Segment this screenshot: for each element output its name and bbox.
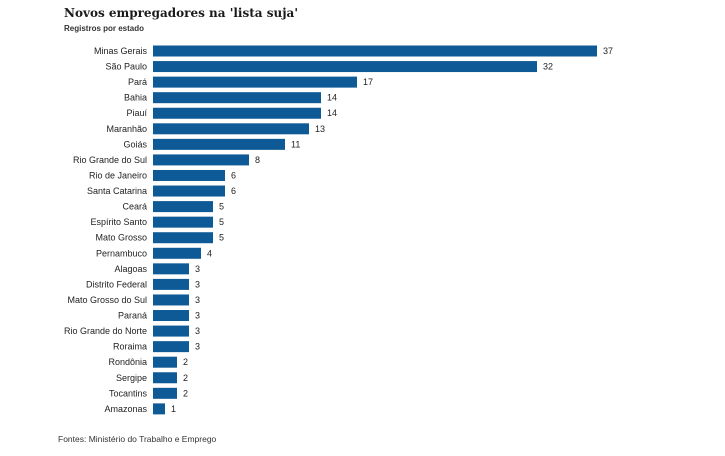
bar: [153, 278, 189, 290]
value-label: 8: [255, 155, 260, 165]
value-label: 6: [231, 186, 236, 196]
category-label: Rio Grande do Sul: [73, 155, 147, 165]
category-label: Piauí: [126, 108, 147, 118]
chart-subtitle: Registros por estado: [64, 24, 145, 33]
bar: [153, 201, 213, 213]
value-label: 3: [195, 311, 200, 321]
bar: [153, 263, 189, 275]
category-label: Pernambuco: [96, 248, 147, 258]
bar: [153, 45, 597, 57]
bar: [153, 356, 177, 368]
category-label: Paraná: [118, 311, 147, 321]
bar: [153, 216, 213, 228]
category-label: Distrito Federal: [86, 279, 147, 289]
category-label: Mato Grosso do Sul: [67, 295, 147, 305]
category-label: Alagoas: [114, 264, 147, 274]
value-label: 3: [195, 326, 200, 336]
bar: [153, 310, 189, 322]
category-label: Rio de Janeiro: [89, 170, 147, 180]
bar: [153, 247, 201, 259]
value-label: 3: [195, 264, 200, 274]
value-label: 37: [603, 46, 613, 56]
value-label: 3: [195, 295, 200, 305]
bar: [153, 341, 189, 353]
chart-title: Novos empregadores na 'lista suja': [64, 6, 299, 20]
bar: [153, 403, 165, 415]
category-label: Maranhão: [106, 124, 147, 134]
value-label: 5: [219, 202, 224, 212]
value-label: 4: [207, 248, 212, 258]
value-label: 2: [183, 373, 188, 383]
category-label: Espírito Santo: [90, 217, 147, 227]
value-label: 32: [543, 62, 553, 72]
value-label: 3: [195, 279, 200, 289]
category-label: Ceará: [122, 202, 147, 212]
value-label: 5: [219, 233, 224, 243]
category-label: Tocantins: [109, 388, 148, 398]
bar: [153, 387, 177, 399]
category-label: Sergipe: [116, 373, 147, 383]
bar: [153, 185, 225, 197]
bar: [153, 76, 357, 88]
value-label: 14: [327, 93, 337, 103]
value-label: 1: [171, 404, 176, 414]
category-label: Rondônia: [108, 357, 147, 367]
category-label: São Paulo: [105, 62, 147, 72]
category-label: Santa Catarina: [87, 186, 147, 196]
bar: [153, 107, 321, 119]
bar: [153, 154, 249, 166]
bar: [153, 372, 177, 384]
category-label: Roraima: [113, 342, 147, 352]
category-label: Rio Grande do Norte: [64, 326, 147, 336]
value-label: 5: [219, 217, 224, 227]
value-label: 17: [363, 77, 373, 87]
category-label: Goiás: [123, 139, 147, 149]
chart-source: Fontes: Ministério do Trabalho e Emprego: [58, 434, 217, 444]
value-label: 2: [183, 357, 188, 367]
category-label: Minas Gerais: [94, 46, 148, 56]
value-label: 3: [195, 342, 200, 352]
bar: [153, 232, 213, 244]
value-label: 6: [231, 170, 236, 180]
value-label: 14: [327, 108, 337, 118]
bar: [153, 92, 321, 104]
bar: [153, 138, 285, 150]
value-label: 2: [183, 388, 188, 398]
bar: [153, 169, 225, 181]
value-label: 11: [291, 139, 300, 149]
bar: [153, 294, 189, 306]
bar: [153, 325, 189, 337]
category-label: Mato Grosso: [95, 233, 147, 243]
bar: [153, 61, 537, 73]
bar: [153, 123, 309, 135]
category-label: Bahia: [124, 93, 147, 103]
category-label: Amazonas: [104, 404, 147, 414]
category-label: Pará: [128, 77, 147, 87]
value-label: 13: [315, 124, 325, 134]
